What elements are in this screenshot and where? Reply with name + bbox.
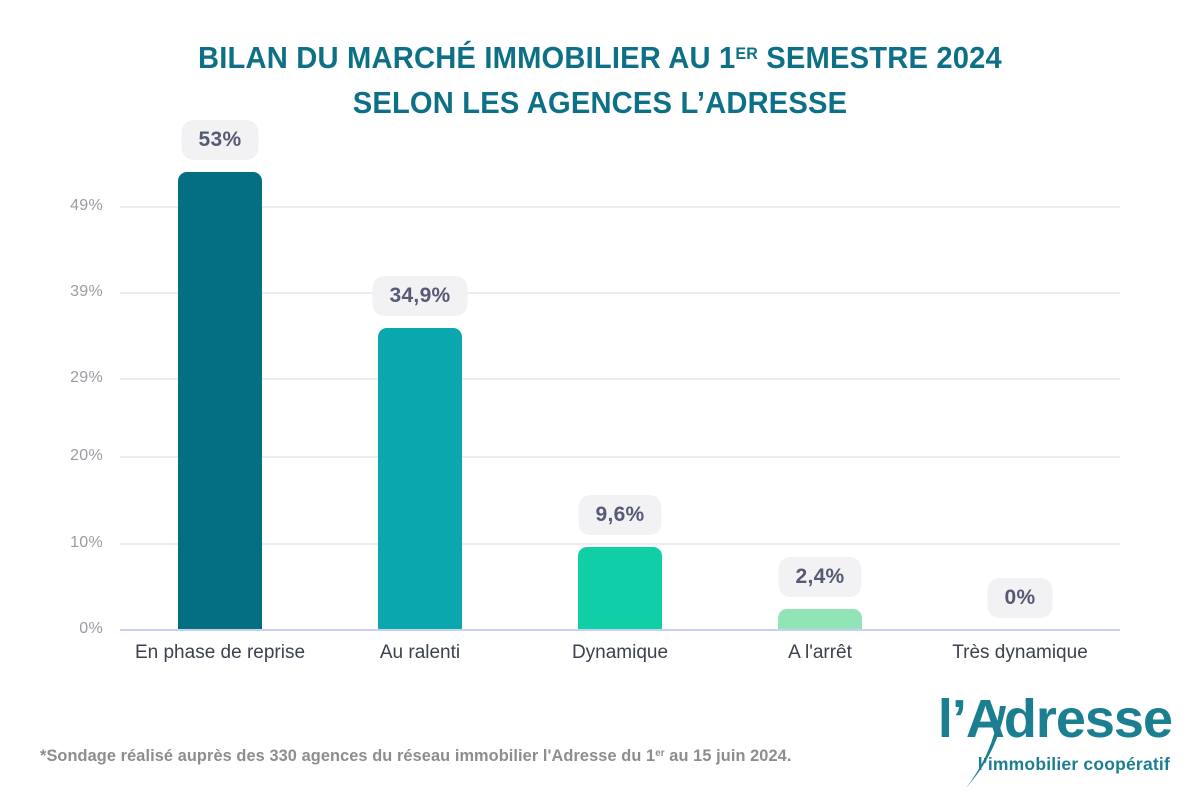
footnote-prefix: *Sondage réalisé auprès des 330 agences …: [40, 746, 656, 765]
logo-a-swoosh-icon: [966, 706, 1006, 788]
y-tick-label: 39%: [70, 283, 103, 301]
bar-2: [378, 328, 462, 630]
category-label: A l'arrêt: [788, 642, 852, 663]
category-label: Très dynamique: [952, 642, 1088, 663]
gridline: [120, 542, 1120, 545]
title-superscript: ER: [735, 43, 759, 63]
title-line1-suffix: SEMESTRE 2024: [758, 40, 1002, 75]
survey-footnote: *Sondage réalisé auprès des 330 agences …: [40, 746, 791, 766]
gridline: [120, 378, 1120, 381]
bar-3: [578, 547, 662, 630]
y-tick-label: 0%: [79, 620, 103, 637]
title-line2: SELON LES AGENCES L’ADRESSE: [352, 85, 848, 120]
y-tick-label: 49%: [70, 196, 103, 214]
bar-4: [778, 609, 862, 630]
bar-1: [178, 172, 262, 630]
gridline: [120, 205, 1120, 208]
y-tick-label: 20%: [70, 447, 103, 465]
category-label: Au ralenti: [379, 642, 461, 663]
ladresse-logo: l’Adresse l’immobilier coopératif: [912, 689, 1173, 790]
logo-tagline: l’immobilier coopératif: [977, 754, 1170, 774]
value-badge: 2,4%: [778, 557, 862, 597]
value-badge: 9,6%: [578, 495, 662, 535]
y-tick-label: 29%: [70, 369, 103, 387]
footnote-suffix: au 15 juin 2024.: [664, 746, 792, 765]
title-line1-prefix: BILAN DU MARCHÉ IMMOBILIER AU 1: [198, 40, 736, 75]
footnote-superscript: er: [655, 747, 665, 759]
x-axis-baseline: [120, 629, 1120, 631]
value-badge: 53%: [181, 120, 259, 160]
gridline: [120, 456, 1120, 459]
value-badge: 34,9%: [372, 276, 468, 316]
chart-title: BILAN DU MARCHÉ IMMOBILIER AU 1ER SEMEST…: [36, 38, 1164, 123]
category-label: En phase de reprise: [134, 642, 306, 663]
value-badge: 0%: [987, 578, 1053, 618]
category-label: Dynamique: [571, 642, 669, 663]
gridline: [120, 292, 1120, 295]
y-tick-label: 10%: [70, 533, 103, 551]
logo-wordmark: l’Adresse: [937, 689, 1173, 749]
